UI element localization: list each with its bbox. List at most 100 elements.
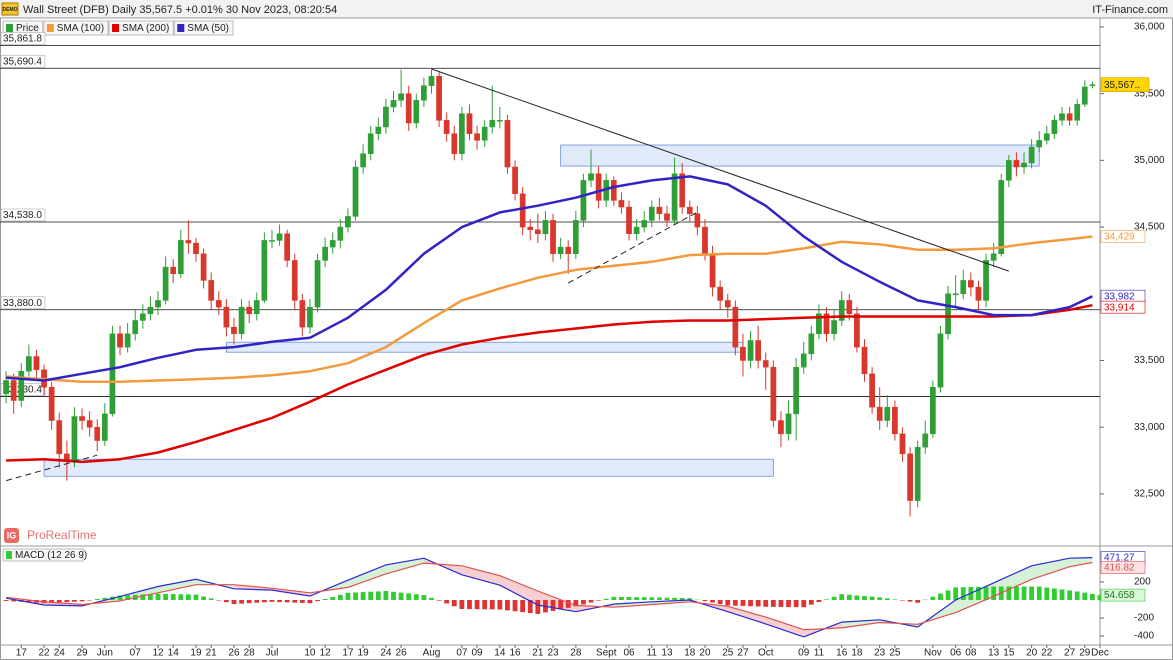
- macd-histogram-bar: [140, 594, 146, 601]
- candle-body: [367, 133, 374, 154]
- level-label: 34,538.0: [3, 210, 42, 221]
- candle-body: [86, 420, 93, 428]
- candle-body: [854, 313, 860, 348]
- x-tick-label: 27: [737, 648, 749, 659]
- candle-body: [3, 380, 9, 395]
- macd-histogram-bar: [398, 592, 404, 601]
- macd-histogram-bar: [315, 600, 320, 602]
- macd-histogram-bar: [11, 600, 17, 602]
- candle-body: [307, 306, 313, 328]
- x-tick-label: 15: [1003, 648, 1015, 659]
- candle-body: [534, 229, 541, 234]
- macd-histogram-bar: [102, 597, 108, 601]
- macd-histogram-bar: [26, 600, 32, 603]
- macd-histogram-bar: [900, 600, 905, 601]
- macd-histogram-bar: [125, 595, 131, 601]
- x-tick-label: 22: [1041, 648, 1053, 659]
- legend-box: [2, 548, 84, 562]
- candle-body: [329, 240, 336, 248]
- macd-histogram-bar: [72, 600, 77, 602]
- macd-histogram-bar: [573, 600, 579, 607]
- value-label-box: [1100, 300, 1146, 314]
- candle-body: [459, 113, 465, 154]
- candle-body: [930, 386, 936, 435]
- macd-histogram-bar: [459, 600, 465, 610]
- candle-body: [208, 280, 215, 301]
- legend-swatch: [6, 551, 12, 559]
- macd-histogram-bar: [1052, 588, 1057, 601]
- logo: IG: [7, 530, 17, 540]
- candle-body: [436, 76, 442, 121]
- candle-body: [755, 340, 761, 361]
- candle-body: [147, 306, 154, 315]
- macd-histogram-bar: [565, 600, 571, 608]
- macd-histogram-bar: [816, 600, 822, 602]
- macd-histogram-bar: [284, 600, 290, 603]
- macd-histogram-bar: [1074, 591, 1080, 601]
- x-tick-label: 21: [206, 648, 218, 659]
- candle-body: [565, 246, 572, 254]
- macd-histogram-bar: [3, 600, 9, 601]
- macd-histogram-bar: [732, 600, 738, 606]
- candle-body: [724, 300, 731, 308]
- watermark: ProRealTime: [27, 528, 97, 542]
- candle-body: [527, 226, 534, 230]
- candle-body: [762, 360, 769, 368]
- macd-histogram-bar: [223, 600, 229, 603]
- legend-swatch: [177, 24, 185, 32]
- macd-histogram-bar: [292, 600, 298, 603]
- macd-histogram-bar: [725, 600, 731, 606]
- x-tick-label: 14: [494, 648, 506, 659]
- candle-body: [383, 106, 389, 128]
- x-tick-label: 21: [532, 648, 544, 659]
- macd-histogram-bar: [641, 597, 647, 601]
- macd-histogram-bar: [383, 591, 389, 601]
- candle-body: [702, 226, 708, 254]
- macd-histogram-bar: [824, 599, 829, 601]
- candle-body: [1081, 86, 1088, 105]
- macd-histogram-bar: [216, 600, 222, 601]
- macd-histogram-bar: [299, 600, 305, 603]
- candle-body: [975, 286, 982, 301]
- candle-body: [1074, 104, 1081, 121]
- candle-body: [1059, 113, 1065, 121]
- candle-body: [26, 356, 32, 372]
- macd-histogram-bar: [1006, 586, 1012, 601]
- macd-histogram-bar: [527, 600, 533, 614]
- candle-body: [276, 233, 283, 241]
- macd-histogram-bar: [512, 600, 518, 612]
- x-tick-label: 29: [76, 648, 88, 659]
- candle-body: [269, 240, 275, 242]
- candle-body: [428, 76, 435, 86]
- candle-body: [489, 120, 496, 128]
- candle-body: [512, 166, 518, 194]
- candle-body: [193, 242, 199, 254]
- macd-histogram-bar: [1044, 587, 1050, 601]
- candle-body: [914, 446, 921, 501]
- candle-body: [800, 353, 807, 368]
- macd-histogram-bar: [353, 592, 358, 601]
- macd-histogram-bar: [763, 600, 769, 607]
- x-tick-label: 07: [130, 648, 142, 659]
- macd-histogram-bar: [178, 594, 184, 601]
- zone: [225, 341, 744, 353]
- macd-histogram-bar: [839, 594, 845, 601]
- macd-histogram-bar: [846, 594, 852, 601]
- level-label-box: [0, 32, 46, 45]
- candle-body: [823, 313, 830, 335]
- candle-body: [170, 266, 177, 275]
- candle-body: [466, 113, 473, 134]
- x-tick-label: 19: [190, 648, 202, 659]
- candle-body: [550, 220, 556, 254]
- candle-body: [322, 246, 328, 261]
- value-label: 54.658: [1104, 590, 1135, 601]
- legend-box: [108, 20, 174, 36]
- macd-histogram-bar: [155, 593, 161, 601]
- candle-body: [345, 216, 351, 228]
- macd-histogram-bar: [49, 600, 55, 603]
- x-tick-label: 25: [889, 648, 901, 659]
- candle-body: [816, 313, 822, 335]
- macd-fill: [158, 579, 196, 593]
- candle-body: [155, 300, 161, 308]
- plot-layer: Price SMA (100) SMA (200) SMA (50) 36,000 35,…: [0, 20, 1165, 659]
